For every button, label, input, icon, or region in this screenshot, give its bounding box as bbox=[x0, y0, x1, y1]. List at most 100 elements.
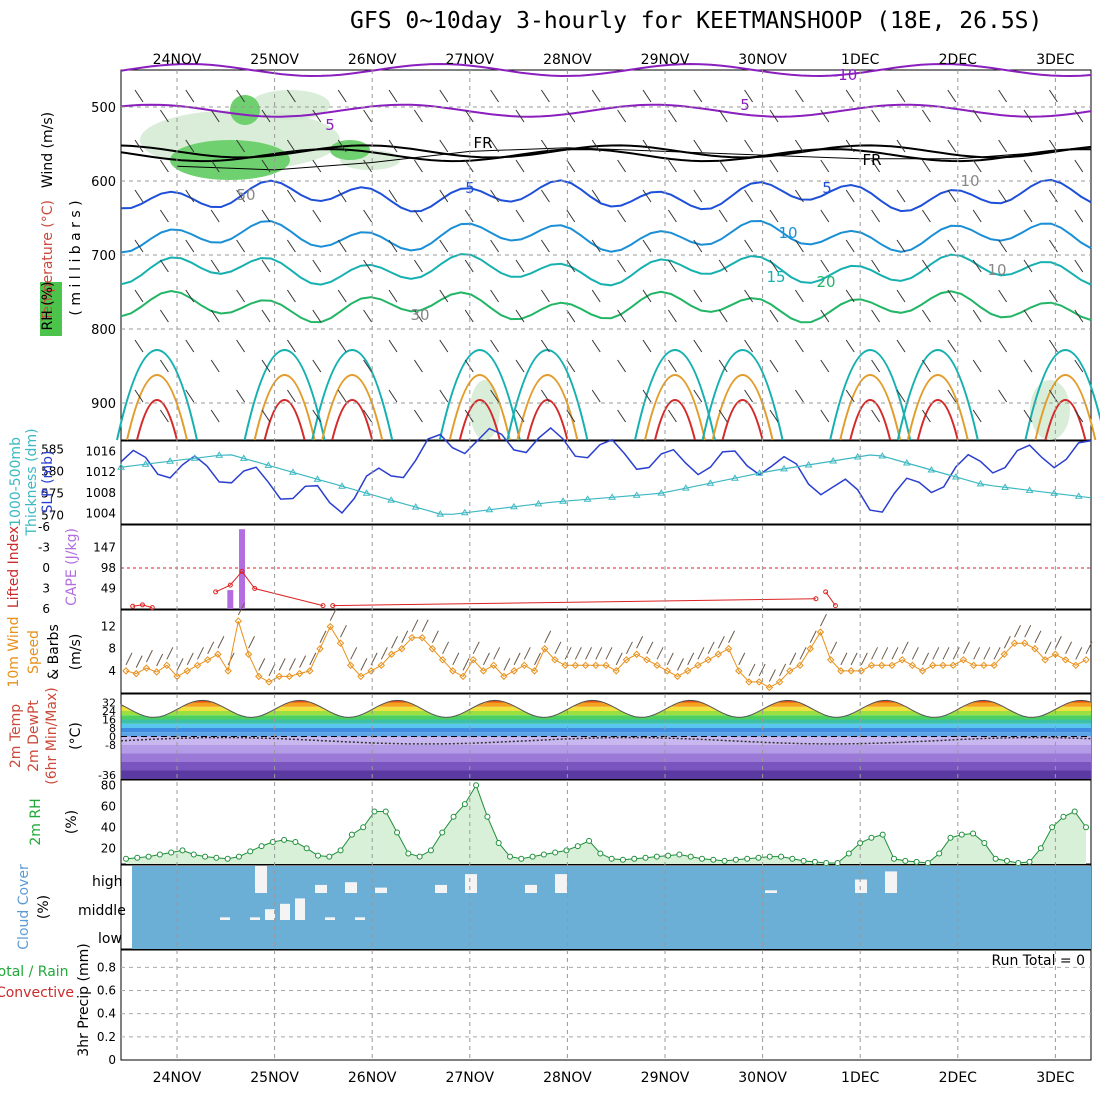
wind-barb bbox=[642, 139, 652, 153]
wind-barb bbox=[947, 139, 957, 153]
ytick-li: -3 bbox=[38, 541, 50, 555]
wind-barb bbox=[718, 159, 728, 173]
wind-speed-point bbox=[469, 656, 477, 664]
wind-barb bbox=[413, 409, 423, 423]
date-label: 27NOV bbox=[445, 52, 494, 68]
rh-point bbox=[586, 837, 593, 844]
wind-barb bbox=[186, 652, 194, 666]
wind-speed-point bbox=[898, 656, 906, 664]
wind-speed-point bbox=[326, 622, 334, 631]
wind-barb bbox=[1048, 289, 1058, 303]
wind-barb bbox=[134, 89, 144, 103]
wind-barb bbox=[286, 389, 296, 403]
low-level-contour bbox=[438, 349, 521, 441]
ylabel-wind10-1: 10m Wind bbox=[6, 616, 22, 687]
wind-barb bbox=[693, 289, 703, 303]
date-label: 3DEC bbox=[1036, 1070, 1075, 1086]
wind-barb bbox=[911, 647, 919, 660]
wind-barb bbox=[794, 139, 804, 153]
wind-barb bbox=[490, 289, 500, 303]
wind-barb bbox=[523, 647, 531, 660]
wind-barb bbox=[261, 159, 271, 173]
wind-barb bbox=[566, 309, 576, 323]
wind-barb bbox=[299, 655, 307, 668]
wind-barb bbox=[820, 159, 830, 173]
wind-barb bbox=[1023, 409, 1033, 423]
wind-barb bbox=[896, 389, 906, 403]
temp-band bbox=[121, 702, 1091, 707]
wind-barb bbox=[411, 619, 419, 632]
wind-barb bbox=[1023, 359, 1033, 373]
wind-barb bbox=[642, 89, 652, 103]
ytick-thickness: 570 bbox=[41, 508, 64, 522]
wind-barb bbox=[769, 309, 779, 323]
wind-barb bbox=[309, 652, 317, 666]
temp-band bbox=[121, 694, 1091, 698]
wind-barb bbox=[845, 389, 855, 403]
wind-barb bbox=[1048, 139, 1058, 153]
temp-band bbox=[121, 762, 1091, 771]
temp-series bbox=[120, 699, 1092, 779]
li-series bbox=[132, 604, 153, 609]
rh-point bbox=[574, 843, 581, 850]
wind-barb bbox=[210, 109, 220, 123]
wind-barb bbox=[540, 239, 550, 253]
wind-barb bbox=[1014, 624, 1021, 638]
date-label: 1DEC bbox=[841, 1070, 880, 1086]
wind-barb bbox=[921, 209, 931, 223]
wind-speed-point bbox=[122, 667, 130, 675]
rh-point bbox=[1026, 858, 1033, 865]
wind-barb bbox=[667, 409, 677, 423]
low-level-contour bbox=[263, 399, 306, 441]
rh-point bbox=[235, 853, 242, 860]
wind-barb bbox=[185, 239, 195, 253]
low-level-contour bbox=[458, 399, 501, 441]
wind-barb bbox=[591, 389, 601, 403]
contour-label: 50 bbox=[236, 186, 255, 204]
li-series bbox=[215, 570, 324, 607]
rh-point bbox=[766, 853, 773, 860]
ytick-rh: 80 bbox=[101, 778, 116, 792]
date-label: 28NOV bbox=[543, 1070, 592, 1086]
low-level-contour bbox=[1044, 399, 1087, 441]
wind-speed-point bbox=[929, 661, 937, 670]
wind-speed-point bbox=[724, 645, 733, 653]
wind-barb bbox=[718, 309, 728, 323]
rh-point bbox=[687, 853, 694, 860]
wind-barb bbox=[794, 239, 804, 253]
wind-barb bbox=[1074, 359, 1084, 373]
wind-speed-point bbox=[163, 661, 171, 670]
rh-point bbox=[981, 840, 988, 846]
wind-barb bbox=[718, 259, 728, 273]
wind-barb bbox=[1048, 189, 1058, 203]
rh-point bbox=[247, 848, 254, 855]
rh-point bbox=[744, 855, 751, 862]
rh-point bbox=[540, 851, 547, 858]
wind-barb bbox=[288, 658, 296, 671]
wind-barb bbox=[388, 389, 398, 403]
wind-barb bbox=[585, 647, 593, 660]
low-level-contour bbox=[916, 399, 959, 441]
li-point bbox=[239, 568, 245, 574]
wind-barb bbox=[236, 139, 246, 153]
ylabel-temp2m-2: 2m DewPt bbox=[26, 700, 42, 772]
low-level-contour bbox=[506, 349, 589, 441]
wind-barb bbox=[515, 159, 525, 173]
rh2m-panel bbox=[123, 782, 1089, 866]
wind-barb bbox=[210, 159, 220, 173]
wind-speed-point bbox=[489, 661, 498, 670]
wind-speed-point bbox=[806, 645, 814, 653]
wind-barb bbox=[388, 339, 398, 353]
slp-frame bbox=[120, 440, 1092, 525]
cloud-level-low: low bbox=[98, 931, 122, 947]
wind-barb bbox=[261, 359, 271, 373]
wind-barb bbox=[1074, 259, 1084, 273]
wind-speed-point bbox=[847, 667, 855, 675]
li-point bbox=[227, 582, 233, 588]
wind-barb bbox=[159, 109, 169, 123]
ytick-precip: 0.8 bbox=[97, 960, 116, 974]
rh-point bbox=[823, 859, 830, 866]
wind-barb bbox=[718, 409, 728, 423]
wind-barb bbox=[728, 630, 736, 643]
cloud-level-labels: high middle low bbox=[78, 874, 126, 947]
